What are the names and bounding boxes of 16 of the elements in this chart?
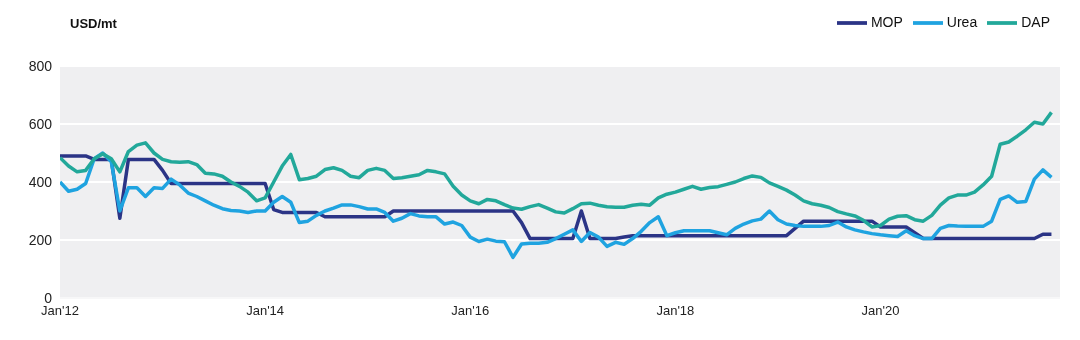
y-tick-label: 200 bbox=[28, 231, 53, 248]
x-tick-label: Jan'18 bbox=[656, 303, 695, 319]
x-tick-label: Jan'16 bbox=[451, 303, 490, 319]
x-tick-label: Jan'20 bbox=[861, 303, 900, 319]
y-axis-title: USD/mt bbox=[70, 16, 117, 31]
legend-label: DAP bbox=[1021, 13, 1050, 30]
x-tick-label: Jan'12 bbox=[41, 303, 79, 319]
y-tick-label: 0 bbox=[44, 289, 53, 306]
line-series bbox=[60, 110, 1054, 229]
legend-label: MOP bbox=[870, 13, 903, 30]
line-series bbox=[60, 151, 1054, 260]
legend-label: Urea bbox=[946, 13, 978, 30]
x-tick-label: Jan'14 bbox=[246, 303, 285, 319]
y-tick-label: 600 bbox=[28, 115, 53, 132]
y-tick-label: 400 bbox=[28, 173, 53, 190]
y-tick-label: 800 bbox=[28, 57, 53, 74]
